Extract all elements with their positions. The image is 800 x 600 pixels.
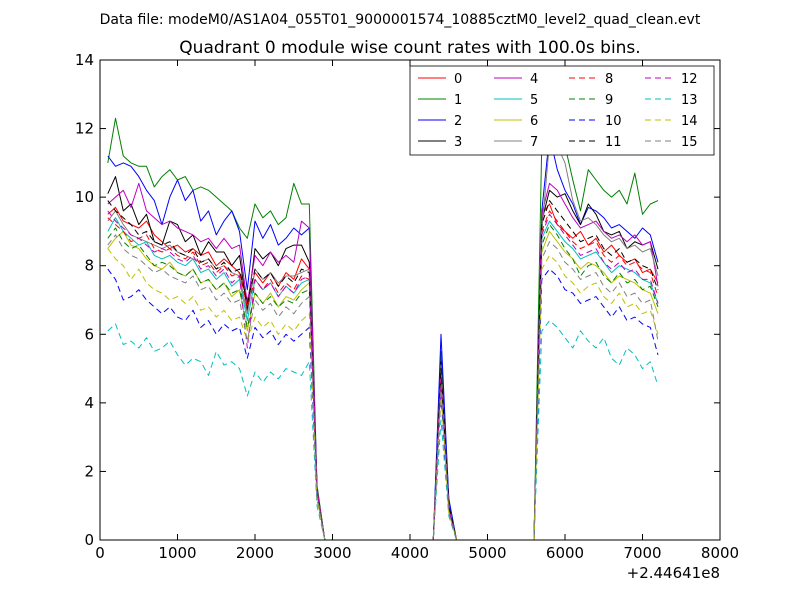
legend-label-5: 5	[530, 93, 538, 108]
legend-label-13: 13	[681, 93, 698, 108]
x-tick-label: 8000	[701, 544, 739, 562]
legend-label-14: 14	[681, 114, 698, 129]
x-tick-label: 5000	[468, 544, 506, 562]
legend-label-0: 0	[454, 72, 462, 87]
legend-label-4: 4	[530, 72, 538, 87]
x-tick-label: 6000	[546, 544, 584, 562]
y-tick-label: 6	[84, 325, 94, 343]
figure-suptitle: Data file: modeM0/AS1A04_055T01_90000015…	[100, 12, 701, 28]
x-tick-label: 4000	[391, 544, 429, 562]
legend-label-11: 11	[605, 135, 622, 150]
y-tick-label: 14	[75, 51, 94, 69]
chart-title: Quadrant 0 module wise count rates with …	[179, 38, 640, 58]
x-offset-label: +2.44641e8	[627, 564, 720, 582]
legend-label-12: 12	[681, 72, 698, 87]
y-tick-label: 2	[84, 462, 94, 480]
legend-label-10: 10	[605, 114, 622, 129]
legend-label-3: 3	[454, 135, 462, 150]
legend-label-15: 15	[681, 135, 698, 150]
x-tick-label: 2000	[236, 544, 274, 562]
legend-box	[409, 65, 715, 156]
series-line-9	[107, 224, 659, 541]
series-line-10	[107, 268, 659, 541]
y-tick-label: 12	[75, 120, 94, 138]
x-tick-label: 3000	[313, 544, 351, 562]
legend-label-2: 2	[454, 114, 462, 129]
series-line-15	[107, 234, 659, 541]
legend-label-8: 8	[605, 72, 613, 87]
legend-label-1: 1	[454, 93, 462, 108]
y-tick-label: 0	[84, 531, 94, 549]
y-tick-label: 4	[84, 394, 94, 412]
x-axis: 0 1000 2000 3000 4000 5000 6000 7000 8000	[95, 60, 739, 562]
x-tick-label: 0	[95, 544, 105, 562]
y-tick-label: 10	[75, 188, 94, 206]
legend-label-6: 6	[530, 114, 538, 129]
x-tick-label: 7000	[623, 544, 661, 562]
y-tick-label: 8	[84, 257, 94, 275]
x-tick-label: 1000	[158, 544, 196, 562]
legend-label-9: 9	[605, 93, 613, 108]
legend-label-7: 7	[530, 135, 538, 150]
